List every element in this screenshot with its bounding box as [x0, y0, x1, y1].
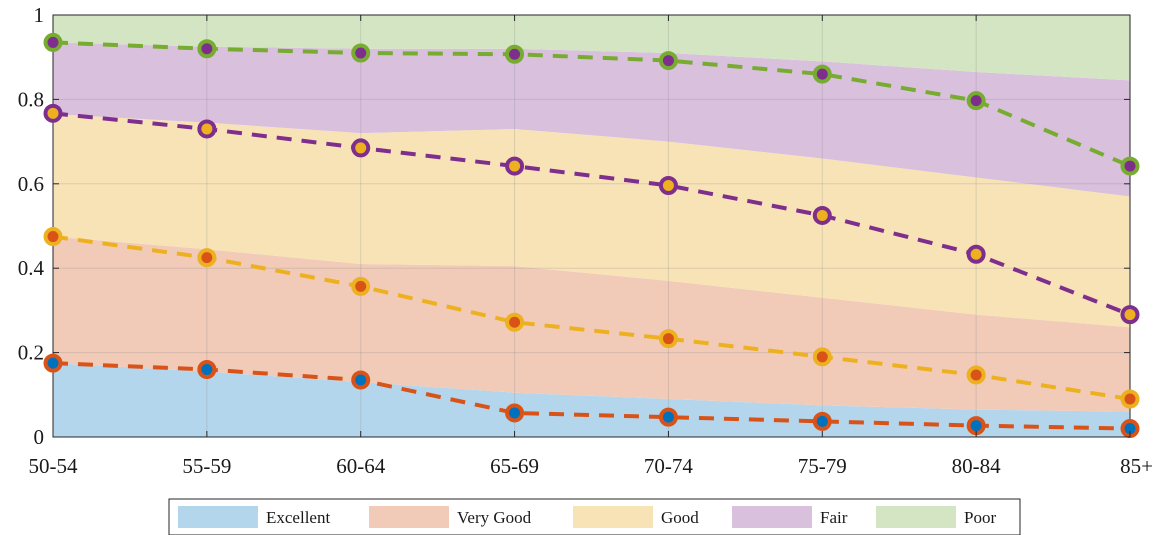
trend-line-4-point: [658, 51, 678, 71]
trend-line-1-point: [43, 353, 63, 373]
legend-label-fair: Fair: [820, 508, 848, 527]
trend-line-3-point: [966, 244, 986, 264]
stacked-areas: [53, 15, 1130, 437]
y-tick-label: 0.6: [18, 172, 44, 196]
legend-swatch-fair: [732, 506, 812, 528]
trend-line-3-point: [197, 119, 217, 139]
y-tick-label: 0: [34, 425, 45, 449]
trend-line-4-point: [812, 64, 832, 84]
x-tick-label: 60-64: [336, 454, 385, 478]
trend-line-1-point: [658, 407, 678, 427]
x-tick-label: 75-79: [798, 454, 847, 478]
y-tick-label: 1: [34, 3, 45, 27]
trend-line-4: [52, 40, 1131, 168]
plot-frame: [52, 14, 1131, 438]
area-poor: [53, 15, 1130, 81]
trend-line-1-point: [505, 403, 525, 423]
area-very-good: [53, 236, 1130, 412]
legend-swatch-excellent: [178, 506, 258, 528]
x-tick-label: 55-59: [182, 454, 231, 478]
trend-line-2-point: [197, 248, 217, 268]
trend-line-3-point: [351, 138, 371, 158]
trend-line-3-point: [658, 175, 678, 195]
area-good: [53, 114, 1130, 328]
legend-label-poor: Poor: [964, 508, 996, 527]
area-excellent: [53, 363, 1130, 437]
trend-line-2-point: [43, 227, 63, 247]
x-tick-label: 70-74: [644, 454, 693, 478]
x-tick-label: 85+: [1120, 454, 1153, 478]
x-axis-ticks: 50-54 55-59 60-64 65-69 70-74 75-79 80-84 85+: [29, 15, 1153, 478]
trend-line-4-point: [197, 39, 217, 59]
trend-line-3-point: [43, 103, 63, 123]
y-axis-ticks: 0 0.2 0.4 0.6 0.8 1: [18, 3, 1130, 449]
trend-lines: [43, 32, 1140, 439]
trend-line-3-point: [505, 156, 525, 176]
y-tick-label: 0.4: [18, 256, 45, 280]
trend-line-1-point: [351, 370, 371, 390]
legend-swatch-poor: [876, 506, 956, 528]
trend-line-1-point: [966, 416, 986, 436]
trend-line-1-point: [197, 359, 217, 379]
legend-label-good: Good: [661, 508, 699, 527]
trend-line-1-point: [812, 411, 832, 431]
x-tick-label: 65-69: [490, 454, 539, 478]
trend-line-4-point: [351, 43, 371, 63]
trend-line-2-point: [505, 312, 525, 332]
trend-line-3-point: [812, 205, 832, 225]
legend-swatch-very-good: [369, 506, 449, 528]
legend-label-very-good: Very Good: [457, 508, 532, 527]
trend-line-3: [52, 111, 1131, 317]
trend-line-4-point: [43, 32, 63, 52]
trend-line-2: [52, 234, 1131, 401]
trend-line-2-point: [351, 276, 371, 296]
trend-line-4-point: [1120, 156, 1140, 176]
legend-swatch-good: [573, 506, 653, 528]
y-tick-label: 0.8: [18, 87, 44, 111]
trend-line-4-point: [966, 91, 986, 111]
trend-line-2-point: [1120, 389, 1140, 409]
grid: [53, 15, 1130, 437]
trend-line-2-point: [658, 329, 678, 349]
x-tick-label: 50-54: [29, 454, 78, 478]
legend-label-excellent: Excellent: [266, 508, 330, 527]
trend-line-2-point: [812, 347, 832, 367]
legend: Excellent Very Good Good Fair Poor: [168, 498, 1021, 535]
trend-line-4-point: [505, 44, 525, 64]
y-tick-label: 0.2: [18, 341, 44, 365]
trend-line-3-point: [1120, 305, 1140, 325]
x-tick-label: 80-84: [952, 454, 1001, 478]
trend-line-2-point: [966, 365, 986, 385]
trend-line-1: [52, 361, 1131, 431]
